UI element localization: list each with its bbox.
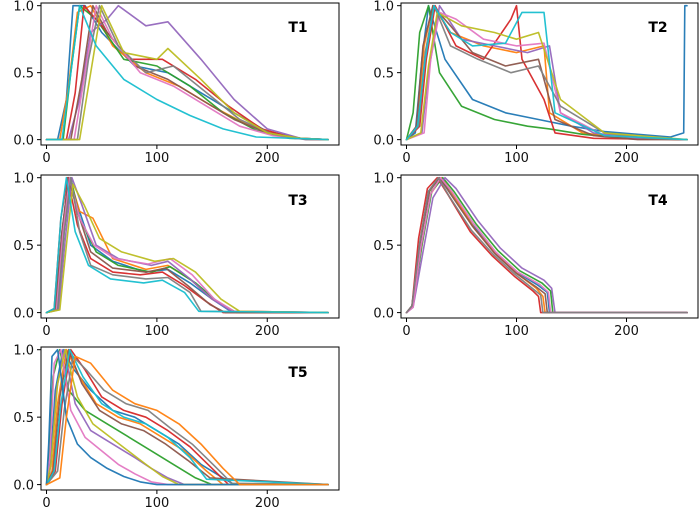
- series-line-6: [45, 176, 329, 314]
- series-line-4: [405, 176, 688, 314]
- panel-title: T2: [648, 20, 667, 36]
- y-tick-label: 0.5: [13, 239, 34, 254]
- x-tick-label: 0: [402, 324, 410, 339]
- series-line-8: [405, 176, 688, 314]
- y-tick-label: 0.0: [13, 134, 34, 149]
- series-line-12: [45, 355, 329, 486]
- x-tick-label: 0: [42, 151, 50, 166]
- plot-frame: [40, 346, 340, 491]
- series-line-5: [405, 176, 688, 314]
- y-tick-label: 1.0: [13, 344, 34, 359]
- series-line-3: [405, 4, 688, 141]
- y-tick-label: 0.0: [373, 307, 394, 322]
- y-tick-label: 0.0: [373, 134, 394, 149]
- x-tick-label: 200: [255, 496, 280, 511]
- series-line-7: [405, 176, 688, 314]
- panel-3: 0 100 200 0.0 0.5 1.0 T3: [13, 172, 340, 339]
- x-tick-label: 100: [144, 496, 169, 511]
- y-tick-label: 0.5: [373, 239, 394, 254]
- y-tick-label: 1.0: [13, 172, 34, 187]
- series-line-2: [45, 348, 329, 486]
- series-line-4: [45, 348, 329, 486]
- panel-4: 0 100 200 0.0 0.5 1.0 T4: [373, 172, 699, 339]
- series-line-9: [45, 348, 329, 486]
- x-tick-label: 100: [144, 324, 169, 339]
- x-tick-label: 200: [614, 151, 639, 166]
- x-tick-label: 200: [255, 324, 280, 339]
- y-tick-label: 1.0: [373, 0, 394, 15]
- x-tick-label: 100: [504, 324, 529, 339]
- series-group: [405, 176, 688, 314]
- series-line-6: [45, 348, 329, 486]
- x-tick-label: 0: [402, 151, 410, 166]
- series-line-8: [45, 355, 329, 486]
- plot-frame: [400, 2, 699, 146]
- series-line-6: [405, 4, 688, 141]
- plot-frame: [400, 174, 699, 319]
- series-group: [45, 348, 329, 486]
- series-line-10: [405, 4, 688, 141]
- series-line-9: [45, 4, 329, 141]
- plot-frame: [40, 2, 340, 146]
- series-group: [45, 4, 329, 141]
- panel-title: T5: [288, 365, 307, 381]
- series-line-11: [45, 348, 329, 486]
- y-tick-label: 0.5: [13, 67, 34, 82]
- series-line-7: [45, 176, 329, 314]
- series-line-1: [405, 176, 688, 314]
- series-line-9: [405, 11, 688, 141]
- panel-2: 0 100 200 0.0 0.5 1.0 T2: [373, 0, 699, 166]
- y-tick-label: 0.0: [13, 307, 34, 322]
- x-tick-label: 200: [614, 324, 639, 339]
- y-tick-label: 1.0: [373, 172, 394, 187]
- series-line-4: [405, 4, 688, 141]
- y-tick-label: 0.0: [13, 479, 34, 494]
- panel-1: 0 100 200 0.0 0.5 1.0 T1: [13, 0, 340, 166]
- panel-title: T3: [288, 193, 307, 209]
- series-line-10: [45, 176, 329, 314]
- plot-frame: [40, 174, 340, 319]
- series-line-8: [45, 176, 329, 314]
- panel-title: T4: [648, 193, 668, 209]
- series-line-5: [45, 4, 329, 141]
- y-tick-label: 0.5: [373, 67, 394, 82]
- series-line-4: [45, 4, 329, 141]
- y-tick-label: 1.0: [13, 0, 34, 15]
- y-tick-label: 0.5: [13, 411, 34, 426]
- panel-5: 0 100 200 0.0 0.5 1.0 T5: [13, 344, 340, 511]
- series-line-2: [405, 4, 688, 141]
- series-line-7: [45, 348, 329, 486]
- series-group: [405, 4, 688, 141]
- x-tick-label: 200: [255, 151, 280, 166]
- x-tick-label: 100: [144, 151, 169, 166]
- x-tick-label: 0: [42, 496, 50, 511]
- panel-title: T1: [288, 20, 307, 36]
- series-line-10: [45, 348, 329, 486]
- series-line-7: [405, 11, 688, 141]
- x-tick-label: 100: [504, 151, 529, 166]
- series-line-10: [45, 4, 329, 141]
- series-line-7: [45, 4, 329, 141]
- series-group: [45, 176, 329, 314]
- x-tick-label: 0: [42, 324, 50, 339]
- series-line-9: [45, 183, 329, 314]
